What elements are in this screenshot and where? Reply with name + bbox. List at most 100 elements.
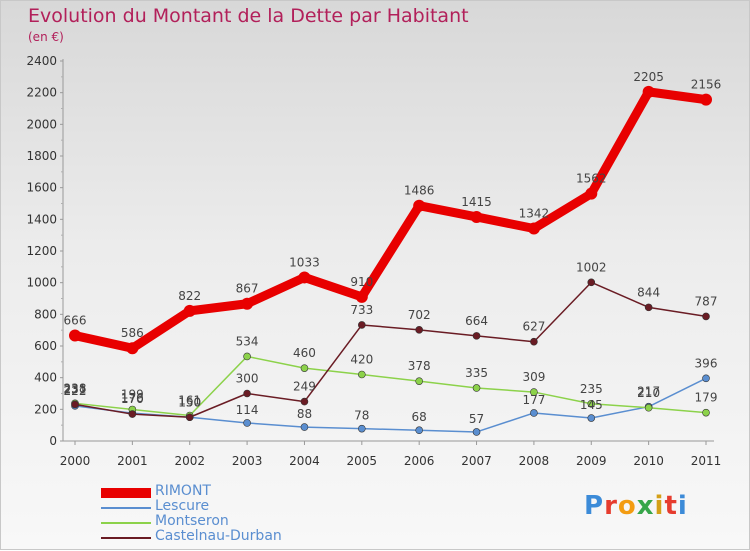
- data-label: 170: [121, 392, 144, 406]
- data-point: [185, 413, 194, 422]
- data-point: [69, 329, 81, 342]
- y-tick-label: 1800: [26, 149, 57, 163]
- data-point: [241, 297, 254, 310]
- series-rimont: [69, 85, 712, 355]
- data-point: [472, 384, 481, 392]
- data-label: 199: [121, 387, 144, 401]
- data-label: 627: [522, 320, 545, 334]
- data-point: [587, 399, 596, 408]
- data-point: [355, 290, 368, 303]
- data-label: 309: [522, 370, 545, 384]
- data-label: 179: [695, 391, 718, 405]
- y-tick-label: 2400: [26, 54, 57, 68]
- legend-swatch: [101, 537, 151, 539]
- x-tick-label: 2011: [691, 454, 722, 468]
- legend-label: Lescure: [155, 498, 210, 514]
- data-point: [300, 364, 309, 372]
- data-label: 231: [64, 382, 87, 396]
- data-label: 150: [178, 395, 201, 409]
- data-label: 150: [178, 395, 201, 409]
- y-tick-label: 800: [34, 307, 57, 321]
- data-point: [702, 374, 710, 383]
- data-point: [126, 342, 139, 355]
- data-point: [527, 222, 540, 235]
- y-tick-label: 2200: [26, 86, 57, 100]
- data-label: 844: [637, 285, 660, 299]
- data-point: [298, 271, 311, 284]
- series-montseron: [71, 352, 710, 420]
- x-tick-label: 2009: [576, 454, 607, 468]
- data-point: [644, 303, 653, 312]
- series-line: [70, 87, 711, 353]
- data-label: 378: [408, 359, 431, 373]
- chart-subtitle: (en €): [28, 30, 64, 44]
- data-label: 68: [412, 410, 427, 424]
- x-tick-label: 2008: [519, 454, 550, 468]
- y-tick-label: 200: [34, 402, 57, 416]
- data-point: [358, 321, 366, 329]
- data-point: [702, 312, 710, 321]
- x-tick-label: 2000: [60, 454, 91, 468]
- data-label: 145: [580, 398, 603, 412]
- data-label: 420: [350, 353, 373, 367]
- legend-swatch: [101, 488, 151, 498]
- data-label: 88: [297, 407, 312, 421]
- data-label: 1562: [576, 172, 607, 186]
- brand-logo[interactable]: Proxiti: [584, 491, 688, 521]
- data-point: [415, 326, 423, 334]
- data-label: 1486: [404, 184, 435, 198]
- series-line: [74, 281, 707, 418]
- legend-label: Castelnau-Durban: [155, 528, 282, 544]
- x-tick-label: 2005: [347, 454, 378, 468]
- data-point: [183, 304, 196, 317]
- x-tick-label: 2010: [633, 454, 664, 468]
- series-line: [74, 355, 707, 417]
- y-tick-label: 1400: [26, 212, 57, 226]
- data-point: [413, 199, 426, 212]
- data-label: 210: [637, 386, 660, 400]
- data-point: [300, 397, 309, 406]
- data-label: 702: [408, 308, 431, 322]
- data-label: 249: [293, 380, 316, 394]
- data-label: 733: [350, 303, 373, 317]
- data-label: 2156: [691, 78, 722, 92]
- legend-swatch: [101, 522, 151, 524]
- data-label: 1033: [289, 255, 320, 269]
- data-label: 114: [236, 403, 259, 417]
- data-point: [644, 403, 653, 412]
- data-point: [300, 423, 309, 431]
- data-point: [587, 414, 596, 422]
- data-label: 1342: [519, 207, 550, 221]
- y-tick-label: 1600: [26, 181, 57, 195]
- data-point: [128, 410, 137, 418]
- data-point: [71, 400, 79, 409]
- data-point: [243, 419, 251, 427]
- legend-swatch: [101, 507, 151, 509]
- data-point: [702, 408, 710, 417]
- chart-title: Evolution du Montant de la Dette par Hab…: [28, 5, 469, 27]
- data-label: 235: [580, 382, 603, 396]
- data-label: 910: [350, 275, 373, 289]
- legend-label: RIMONT: [155, 483, 211, 499]
- x-tick-label: 2006: [404, 454, 435, 468]
- data-point: [587, 278, 596, 287]
- data-label: 222: [64, 384, 87, 398]
- data-label: 1002: [576, 260, 607, 274]
- y-tick-label: 600: [34, 339, 57, 353]
- data-point: [415, 426, 423, 435]
- data-label: 78: [354, 409, 369, 423]
- data-point: [470, 210, 483, 223]
- data-point: [472, 428, 481, 436]
- x-tick-label: 2007: [461, 454, 492, 468]
- data-point: [530, 409, 538, 417]
- series-castelnau-durban: [71, 278, 710, 422]
- data-point: [530, 388, 538, 396]
- x-tick-label: 2002: [174, 454, 205, 468]
- y-tick-label: 1200: [26, 244, 57, 258]
- data-point: [243, 389, 251, 398]
- y-tick-label: 0: [49, 434, 57, 448]
- data-label: 217: [637, 385, 660, 399]
- data-label: 2205: [633, 70, 664, 84]
